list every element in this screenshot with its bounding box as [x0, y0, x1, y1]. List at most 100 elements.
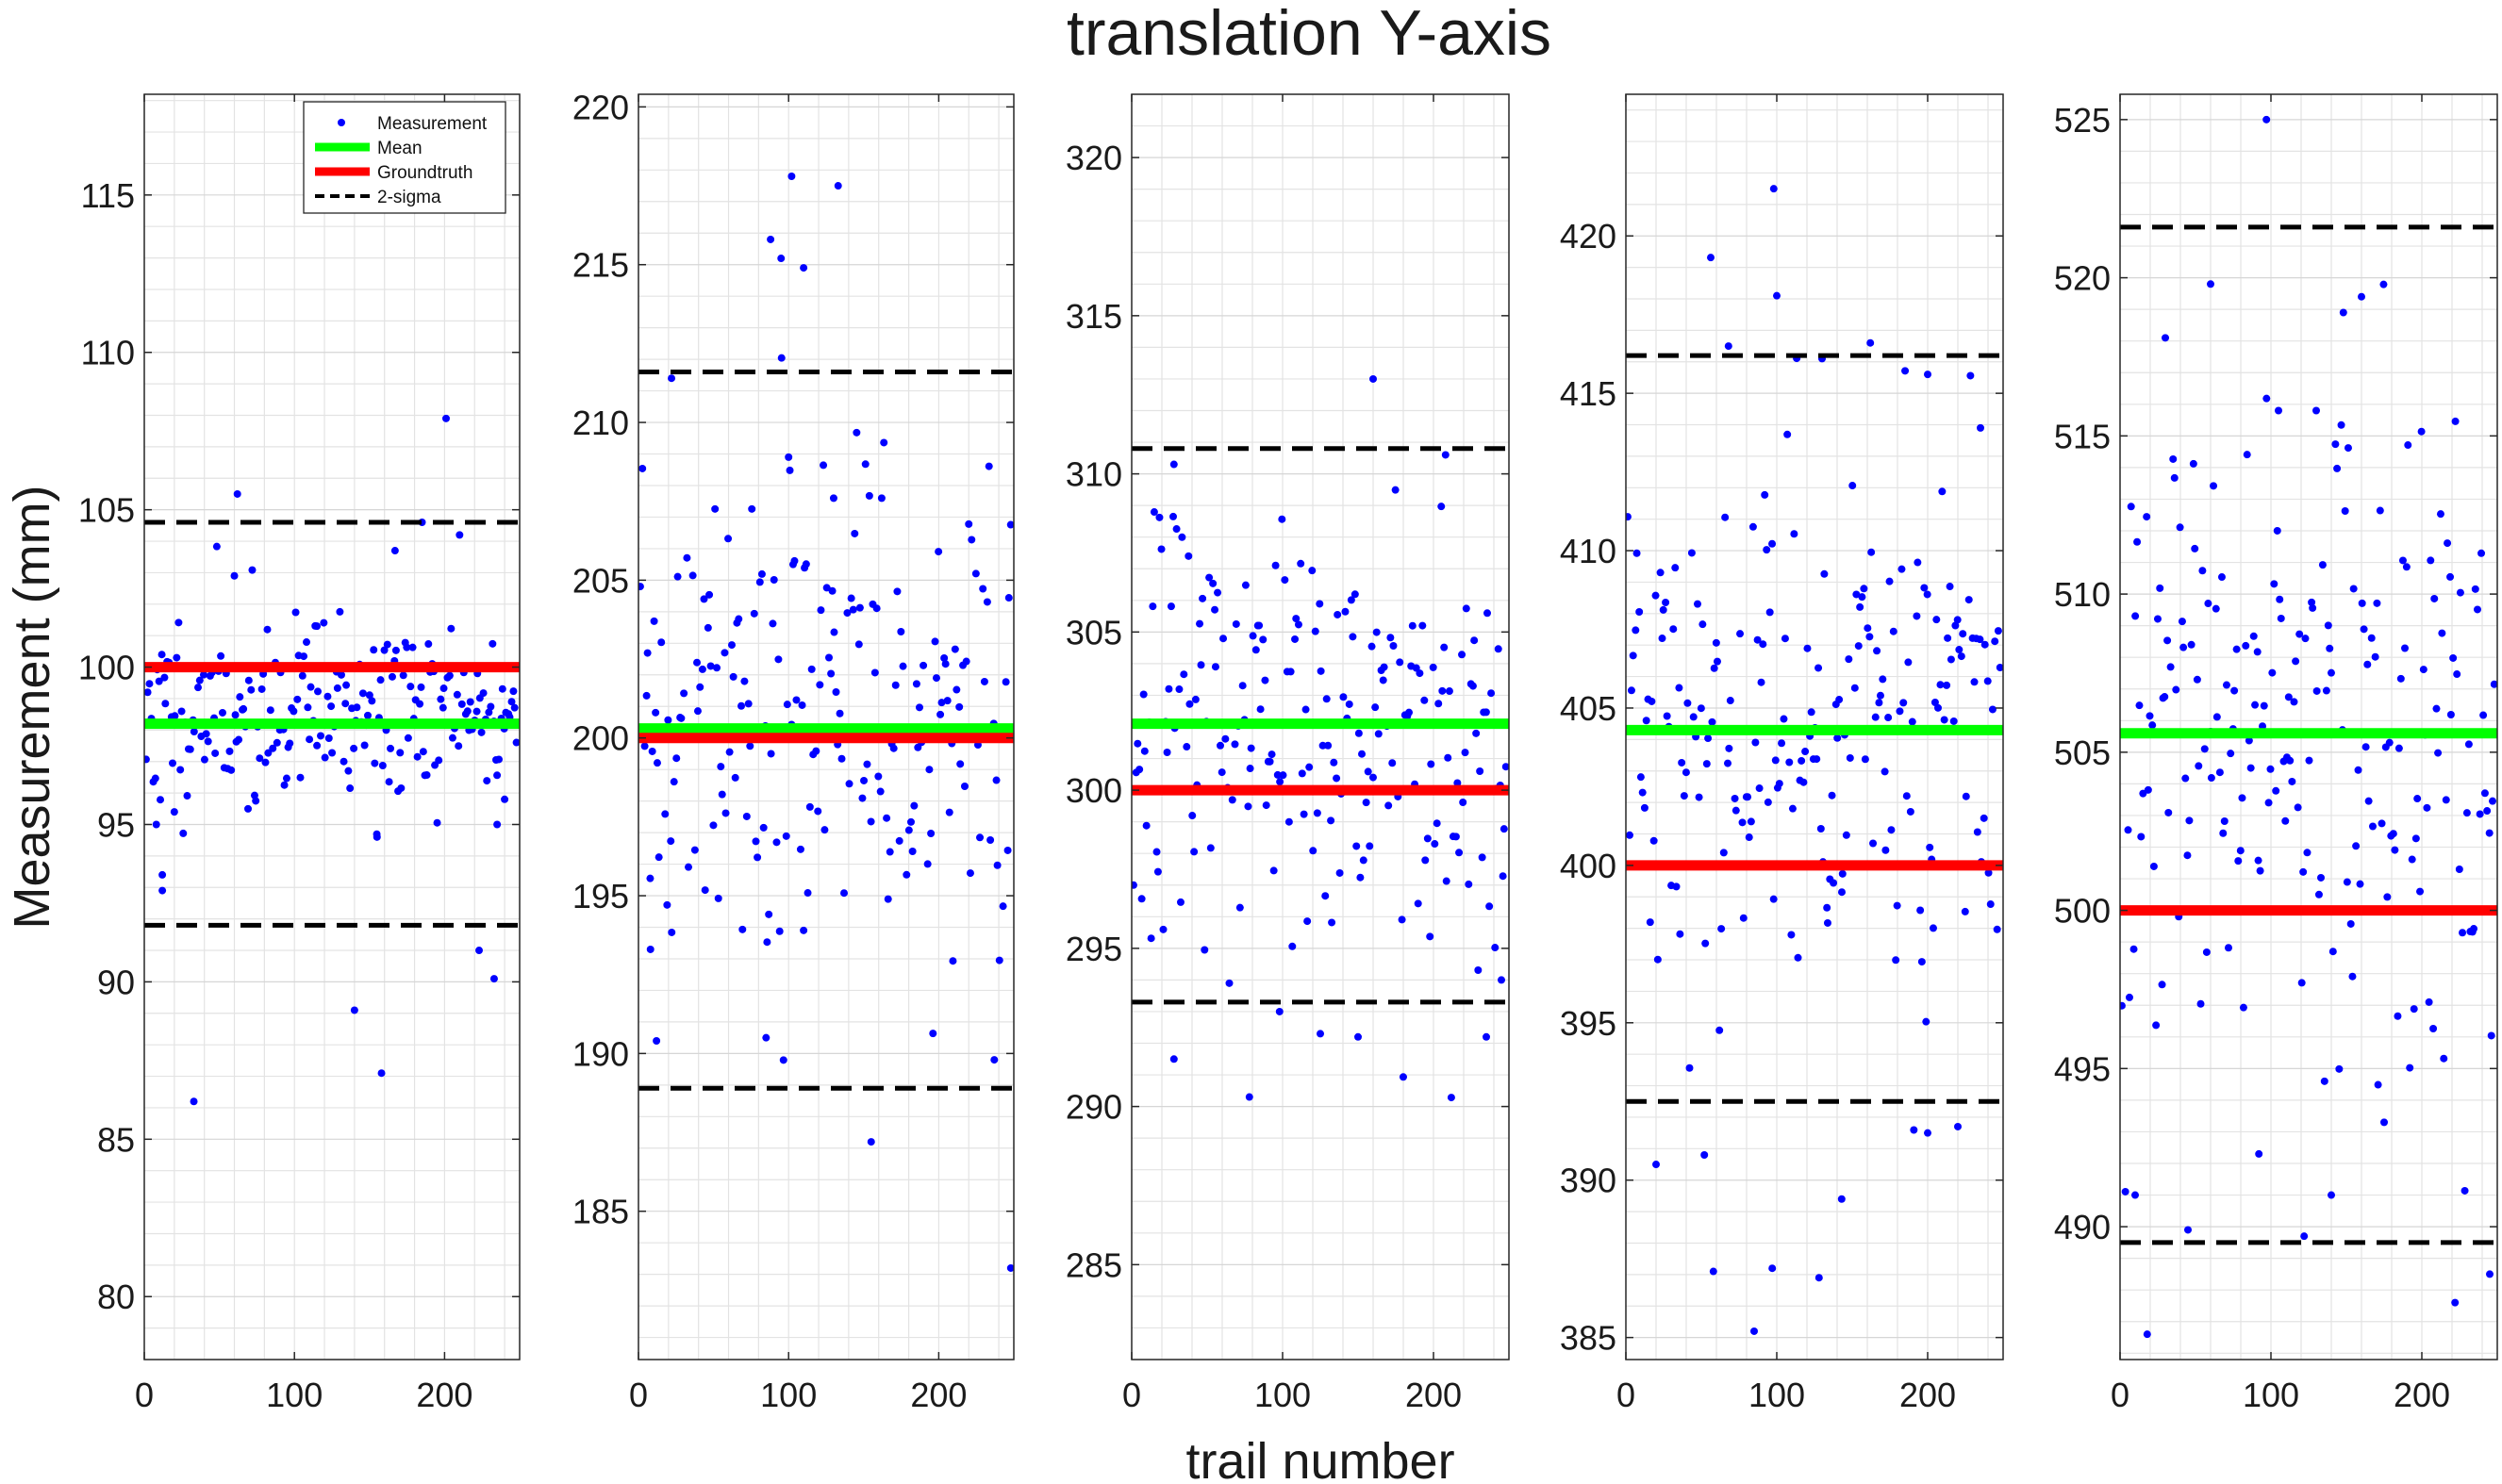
measurement-point [2284, 693, 2293, 701]
measurement-point [186, 745, 194, 753]
x-tick-label: 200 [416, 1376, 472, 1414]
measurement-point [912, 680, 920, 688]
measurement-point [891, 681, 900, 689]
measurement-point [2487, 1031, 2495, 1040]
measurement-point [1185, 552, 1193, 560]
measurement-point [1308, 567, 1317, 575]
measurement-point [968, 536, 976, 544]
measurement-point [2129, 945, 2138, 953]
measurement-point [1848, 482, 1857, 490]
measurement-point [843, 609, 852, 618]
y-axis-label: Measurement (mm) [4, 485, 60, 929]
measurement-point [1368, 773, 1377, 782]
measurement-point [895, 836, 903, 845]
measurement-point [876, 787, 885, 796]
measurement-point [1191, 695, 1200, 703]
y-tick-label: 115 [81, 176, 135, 215]
measurement-point [2169, 454, 2178, 463]
measurement-point [1739, 914, 1748, 922]
measurement-point [1002, 678, 1010, 686]
measurement-point [2379, 280, 2388, 289]
measurement-point [2376, 506, 2384, 515]
measurement-point [1994, 627, 2002, 635]
measurement-point [435, 756, 443, 765]
measurement-point [1367, 642, 1376, 651]
measurement-point [1366, 842, 1374, 850]
measurement-point [1261, 676, 1269, 684]
measurement-point [2427, 556, 2435, 565]
measurement-point [2198, 567, 2207, 575]
measurement-point [693, 707, 702, 716]
measurement-point [161, 700, 170, 708]
measurement-point [350, 1006, 358, 1014]
measurement-point [800, 926, 808, 934]
measurement-point [263, 625, 272, 634]
measurement-point [323, 692, 332, 701]
measurement-point [2268, 668, 2277, 677]
measurement-point [328, 749, 337, 757]
measurement-point [1845, 655, 1853, 664]
measurement-point [1137, 895, 1146, 903]
measurement-point [2394, 1012, 2402, 1020]
measurement-point [1823, 903, 1831, 912]
measurement-point [160, 673, 169, 682]
measurement-point [701, 886, 709, 895]
measurement-point [1345, 700, 1353, 708]
measurement-point [1354, 729, 1363, 737]
measurement-point [1284, 817, 1293, 826]
measurement-point [293, 695, 302, 703]
measurement-point [1873, 647, 1881, 655]
measurement-point [2251, 701, 2260, 709]
panel-4: 0 100 200 385 390 395 400 405 410 415 420 [1560, 93, 2004, 1414]
measurement-point [1218, 768, 1226, 777]
measurement-point [1003, 846, 1012, 854]
measurement-point [661, 810, 670, 818]
measurement-point [1854, 642, 1863, 651]
y-tick-label: 95 [97, 805, 135, 844]
measurement-point [2339, 308, 2347, 317]
measurement-point [1303, 917, 1312, 926]
measurement-point [820, 826, 829, 834]
measurement-point [1006, 520, 1014, 529]
measurement-point [1301, 705, 1310, 714]
measurement-point [2246, 764, 2255, 772]
measurement-point [1139, 690, 1148, 699]
measurement-point [419, 748, 427, 756]
measurement-point [2301, 635, 2310, 643]
measurement-point [817, 606, 825, 615]
measurement-point [231, 711, 240, 719]
measurement-point [816, 681, 824, 689]
measurement-point [664, 716, 672, 724]
measurement-point [927, 830, 936, 838]
measurement-point [744, 700, 753, 708]
measurement-point [670, 778, 678, 786]
measurement-point [1768, 1264, 1777, 1273]
measurement-point [2189, 459, 2197, 468]
y-tick-label: 80 [97, 1278, 135, 1316]
measurement-point [1349, 633, 1357, 641]
measurement-point [1335, 868, 1344, 877]
measurement-point [1372, 628, 1381, 636]
measurement-point [748, 504, 756, 513]
y-tick-label: 290 [1066, 1088, 1122, 1127]
y-tick-label: 190 [572, 1034, 629, 1073]
measurement-point [2242, 641, 2250, 650]
measurement-point [1458, 651, 1466, 659]
measurement-point [2398, 556, 2407, 565]
measurement-point [2230, 686, 2239, 695]
measurement-point [1176, 898, 1185, 906]
measurement-point [1461, 749, 1469, 757]
measurement-point [762, 1033, 770, 1042]
measurement-point [1923, 590, 1931, 599]
measurement-point [840, 889, 849, 898]
y-tick-label: 300 [1066, 771, 1122, 810]
measurement-point [770, 576, 778, 585]
measurement-point [2148, 721, 2157, 730]
measurement-point [683, 553, 691, 562]
measurement-point [1389, 641, 1398, 650]
measurement-point [1976, 635, 1984, 644]
measurement-point [1384, 801, 1393, 810]
measurement-point [1947, 655, 1955, 664]
measurement-point [1159, 925, 1168, 933]
measurement-point [1816, 825, 1825, 833]
